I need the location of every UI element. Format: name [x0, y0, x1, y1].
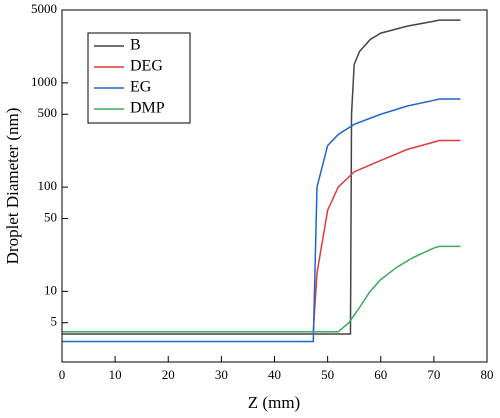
data-line — [62, 19, 461, 335]
x-tick-label: 20 — [162, 367, 175, 382]
x-tick-label: 70 — [427, 367, 440, 382]
data-line — [62, 139, 461, 333]
x-tick-label: 50 — [321, 367, 334, 382]
legend-label: DEG — [130, 58, 163, 75]
x-tick-label: 10 — [109, 367, 122, 382]
data-line — [62, 98, 461, 343]
x-tick-label: 80 — [481, 367, 494, 382]
x-tick-label: 30 — [215, 367, 228, 382]
legend-box — [87, 32, 191, 124]
plot-frame — [61, 9, 488, 363]
x-tick-label: 60 — [374, 367, 387, 382]
x-tick-label: 0 — [59, 367, 66, 382]
y-tick-label: 5000 — [31, 1, 57, 16]
y-tick-label: 10 — [44, 282, 57, 297]
y-axis-label: Droplet Diameter (nm) — [3, 108, 22, 265]
legend-label: DMP — [130, 100, 165, 117]
y-tick-label: 1000 — [31, 74, 57, 89]
y-tick-label: 100 — [38, 178, 58, 193]
y-tick-label: 5 — [51, 314, 58, 329]
x-tick-label: 40 — [268, 367, 281, 382]
data-line — [62, 245, 461, 333]
x-axis-label: Z (mm) — [248, 393, 300, 412]
y-tick-label: 500 — [38, 105, 58, 120]
legend-label: EG — [130, 79, 152, 96]
legend-label: B — [130, 37, 141, 54]
y-tick-label: 50 — [44, 209, 57, 224]
